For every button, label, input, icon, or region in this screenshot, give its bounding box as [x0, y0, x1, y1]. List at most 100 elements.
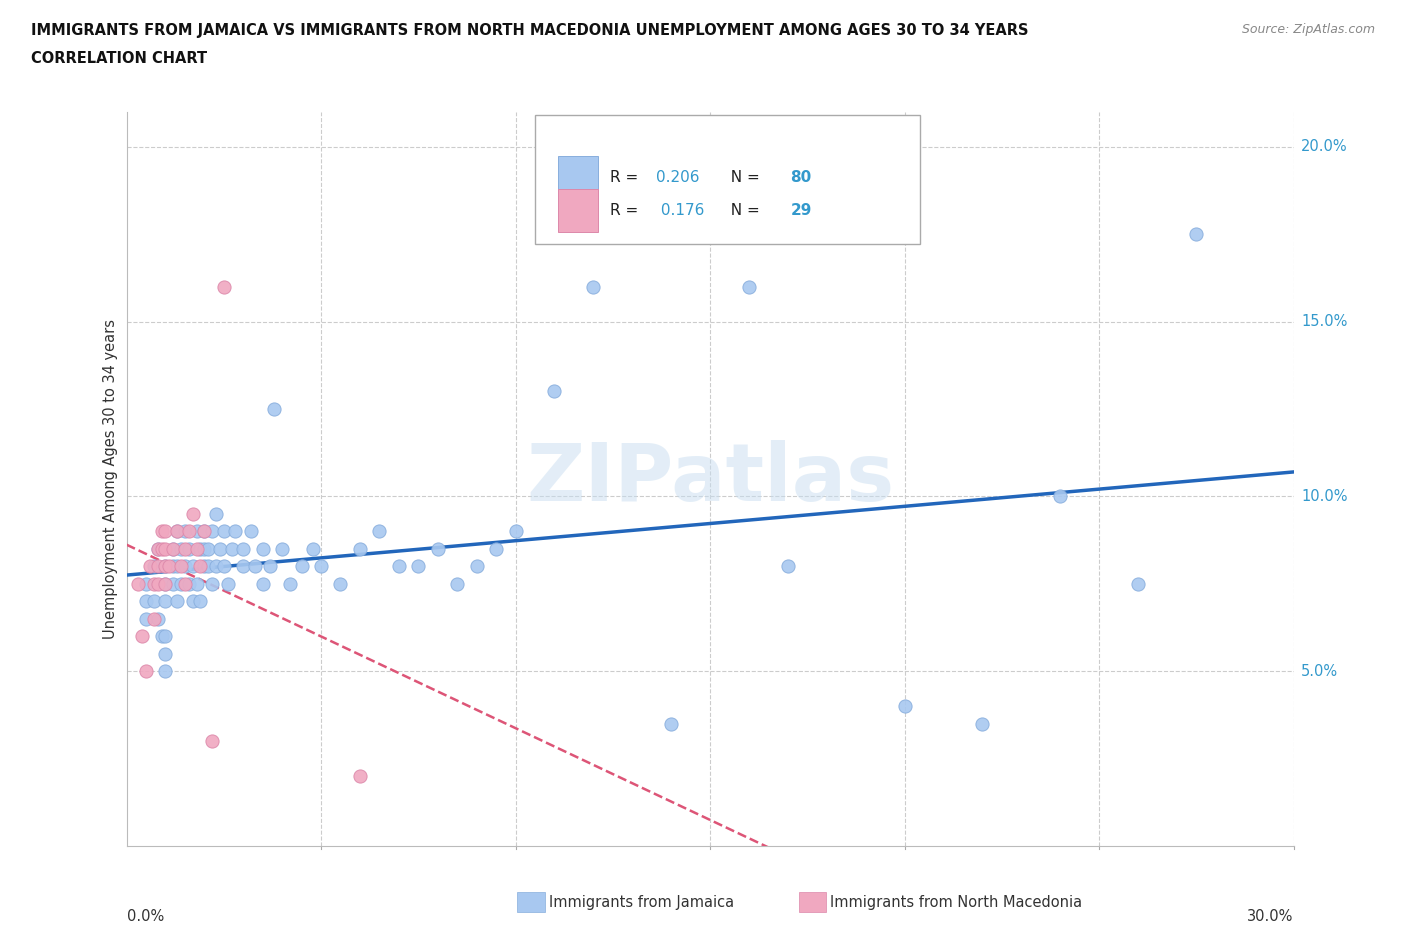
Point: [217, 577, 239, 591]
Point: [485, 541, 508, 556]
Point: [201, 524, 224, 538]
Point: [776, 559, 799, 574]
Point: [388, 559, 411, 574]
Point: [166, 559, 188, 574]
Point: [135, 594, 157, 609]
Point: [408, 559, 430, 574]
Text: 80: 80: [790, 170, 811, 185]
Point: [738, 279, 761, 294]
Point: [190, 559, 212, 574]
Point: [368, 524, 391, 538]
Point: [155, 559, 177, 574]
Point: [146, 559, 169, 574]
Point: [893, 699, 915, 714]
Point: [146, 577, 169, 591]
Point: [212, 279, 235, 294]
Point: [155, 524, 177, 538]
Point: [208, 541, 231, 556]
Point: [197, 541, 219, 556]
Point: [186, 524, 208, 538]
Text: R =: R =: [610, 170, 643, 185]
Point: [212, 524, 235, 538]
Point: [166, 524, 188, 538]
Text: CORRELATION CHART: CORRELATION CHART: [31, 51, 207, 66]
Point: [278, 577, 301, 591]
Point: [1126, 577, 1149, 591]
Point: [252, 577, 274, 591]
Point: [259, 559, 281, 574]
Point: [127, 577, 149, 591]
Point: [205, 507, 228, 522]
Point: [329, 577, 352, 591]
Point: [177, 541, 200, 556]
Point: [146, 541, 169, 556]
Point: [142, 577, 165, 591]
Point: [1049, 489, 1071, 504]
Point: [263, 402, 285, 417]
Text: Immigrants from Jamaica: Immigrants from Jamaica: [548, 895, 734, 910]
Point: [232, 559, 254, 574]
Text: ZIPatlas: ZIPatlas: [526, 440, 894, 518]
Point: [155, 577, 177, 591]
Point: [174, 559, 197, 574]
Point: [243, 559, 266, 574]
Point: [505, 524, 527, 538]
Point: [349, 541, 371, 556]
Point: [309, 559, 332, 574]
Point: [139, 559, 162, 574]
Point: [162, 559, 184, 574]
Point: [240, 524, 263, 538]
Point: [155, 664, 177, 679]
Point: [290, 559, 312, 574]
Point: [155, 629, 177, 644]
Point: [201, 577, 224, 591]
Point: [212, 559, 235, 574]
Point: [150, 629, 173, 644]
Point: [146, 611, 169, 626]
Point: [205, 559, 228, 574]
Point: [135, 611, 157, 626]
Point: [155, 559, 177, 574]
Y-axis label: Unemployment Among Ages 30 to 34 years: Unemployment Among Ages 30 to 34 years: [103, 319, 118, 639]
Text: N =: N =: [720, 170, 763, 185]
Point: [166, 524, 188, 538]
Point: [135, 577, 157, 591]
Text: 20.0%: 20.0%: [1302, 140, 1348, 154]
Point: [177, 577, 200, 591]
Point: [193, 559, 215, 574]
Point: [155, 646, 177, 661]
Point: [193, 524, 215, 538]
Point: [157, 559, 180, 574]
Point: [155, 577, 177, 591]
Text: 30.0%: 30.0%: [1247, 910, 1294, 924]
Point: [543, 384, 565, 399]
Point: [174, 524, 197, 538]
Text: 0.176: 0.176: [657, 204, 704, 219]
FancyBboxPatch shape: [558, 156, 598, 199]
Point: [193, 524, 215, 538]
Point: [186, 577, 208, 591]
Point: [232, 541, 254, 556]
Point: [426, 541, 449, 556]
Text: N =: N =: [720, 204, 763, 219]
Point: [174, 577, 197, 591]
Point: [446, 577, 468, 591]
Point: [155, 594, 177, 609]
Text: IMMIGRANTS FROM JAMAICA VS IMMIGRANTS FROM NORTH MACEDONIA UNEMPLOYMENT AMONG AG: IMMIGRANTS FROM JAMAICA VS IMMIGRANTS FR…: [31, 23, 1028, 38]
Point: [1185, 227, 1208, 242]
Point: [972, 716, 994, 731]
Text: 15.0%: 15.0%: [1302, 314, 1348, 329]
Point: [177, 524, 200, 538]
Point: [170, 541, 193, 556]
Point: [170, 577, 193, 591]
Point: [142, 594, 165, 609]
Text: Source: ZipAtlas.com: Source: ZipAtlas.com: [1241, 23, 1375, 36]
Point: [193, 541, 215, 556]
Point: [186, 541, 208, 556]
Point: [150, 524, 173, 538]
Point: [302, 541, 325, 556]
Point: [142, 611, 165, 626]
Point: [162, 541, 184, 556]
FancyBboxPatch shape: [558, 189, 598, 232]
Point: [197, 559, 219, 574]
